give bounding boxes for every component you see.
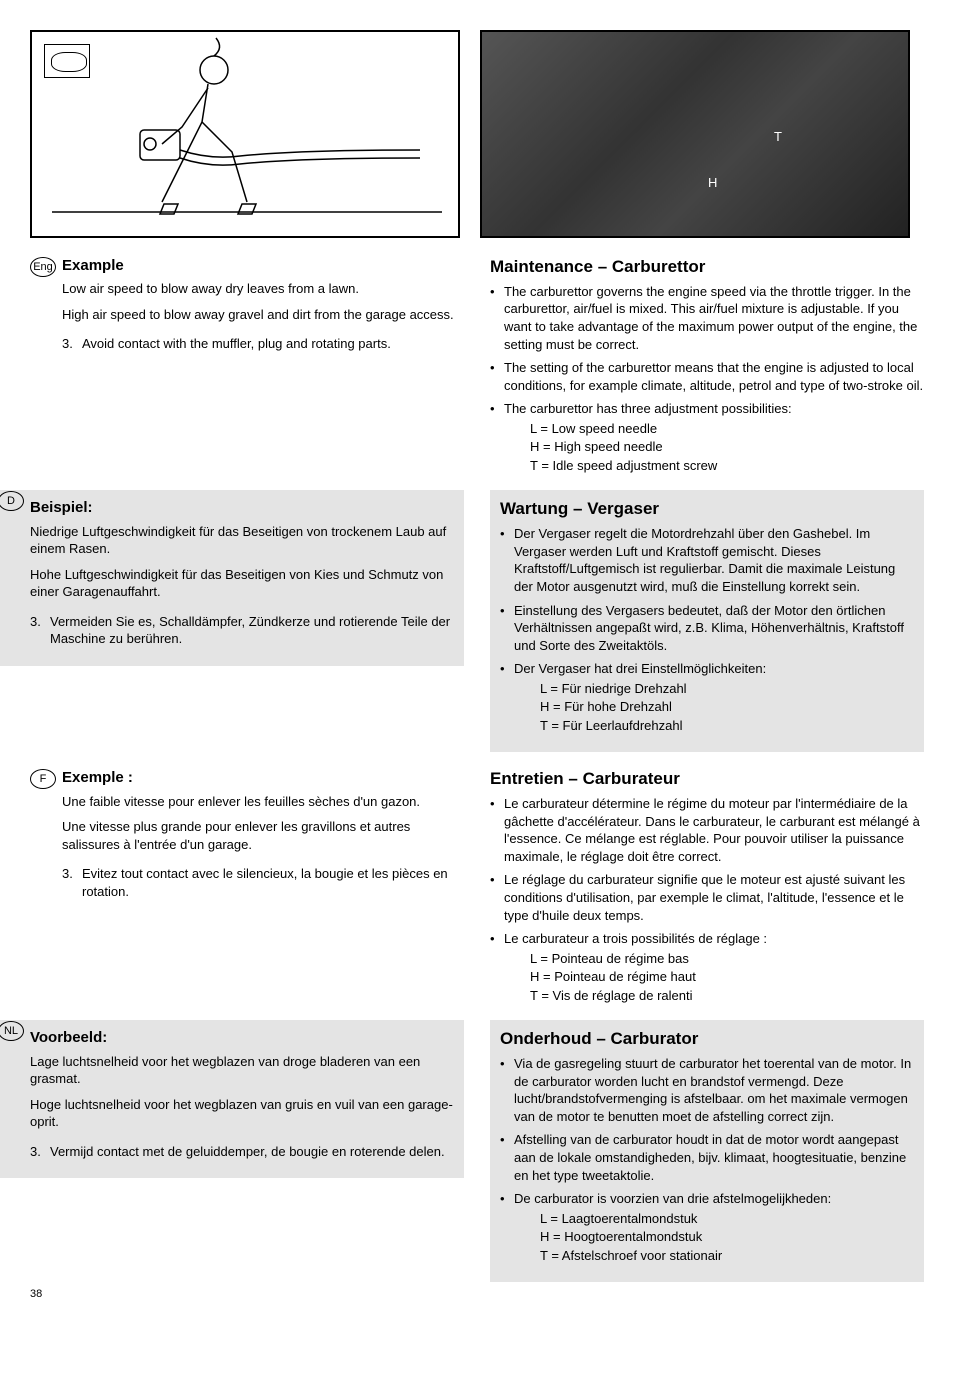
fr-r-s1: L = Pointeau de régime bas bbox=[530, 950, 924, 968]
row-eng: Eng Example Low air speed to blow away d… bbox=[30, 256, 924, 490]
photo-label-t: T bbox=[774, 128, 782, 146]
nl-heading: Voorbeeld: bbox=[30, 1028, 454, 1048]
fr-left-block: F Exemple : Une faible vitesse pour enle… bbox=[30, 768, 464, 900]
de-r-s2: H = Für hohe Drehzahl bbox=[540, 698, 914, 716]
lang-badge-nl: NL bbox=[0, 1021, 24, 1041]
nl-left-block: NL Voorbeeld: Lage luchtsnelheid voor he… bbox=[0, 1020, 464, 1178]
row-de: D Beispiel: Niedrige Luftgeschwindigkeit… bbox=[30, 490, 924, 768]
de-r-s1: L = Für niedrige Drehzahl bbox=[540, 680, 914, 698]
nl-r-b2: Afstelling van de carburator houdt in da… bbox=[500, 1131, 914, 1184]
de-r-b1: Der Vergaser regelt die Motordrehzahl üb… bbox=[500, 525, 914, 595]
eng-r-s3: T = Idle speed adjustment screw bbox=[530, 457, 924, 475]
fr-r-heading: Entretien – Carburateur bbox=[490, 768, 924, 791]
nl-li3: 3.Vermijd contact met de geluiddemper, d… bbox=[30, 1143, 454, 1161]
nl-right-block: Onderhoud – Carburator Via de gasregelin… bbox=[490, 1020, 924, 1282]
de-p2: Hohe Luftgeschwindigkeit für das Beseiti… bbox=[30, 566, 454, 601]
de-left-block: D Beispiel: Niedrige Luftgeschwindigkeit… bbox=[0, 490, 464, 666]
eng-r-heading: Maintenance – Carburettor bbox=[490, 256, 924, 279]
de-r-heading: Wartung – Vergaser bbox=[500, 498, 914, 521]
person-blower-svg bbox=[32, 32, 462, 240]
fr-r-b2: Le réglage du carburateur signifie que l… bbox=[490, 871, 924, 924]
lang-badge-de: D bbox=[0, 491, 24, 511]
de-right-block: Wartung – Vergaser Der Vergaser regelt d… bbox=[490, 490, 924, 752]
de-heading: Beispiel: bbox=[30, 498, 454, 518]
eng-p1: Low air speed to blow away dry leaves fr… bbox=[62, 280, 464, 298]
eng-r-b3: The carburettor has three adjustment pos… bbox=[490, 400, 924, 474]
fr-r-b1: Le carburateur détermine le régime du mo… bbox=[490, 795, 924, 865]
de-li3: 3.Vermeiden Sie es, Schalldämpfer, Zündk… bbox=[30, 613, 454, 648]
nl-p1: Lage luchtsnelheid voor het wegblazen va… bbox=[30, 1053, 454, 1088]
fr-p1: Une faible vitesse pour enlever les feui… bbox=[62, 793, 464, 811]
eng-r-b2: The setting of the carburettor means tha… bbox=[490, 359, 924, 394]
eng-r-b1: The carburettor governs the engine speed… bbox=[490, 283, 924, 353]
eng-p2: High air speed to blow away gravel and d… bbox=[62, 306, 464, 324]
eng-left-block: Eng Example Low air speed to blow away d… bbox=[30, 256, 464, 353]
page-number: 38 bbox=[30, 1287, 42, 1302]
eng-r-s1: L = Low speed needle bbox=[530, 420, 924, 438]
photo-label-h: H bbox=[708, 174, 717, 192]
fr-r-s2: H = Pointeau de régime haut bbox=[530, 968, 924, 986]
row-fr: F Exemple : Une faible vitesse pour enle… bbox=[30, 768, 924, 1020]
ear-protection-icon bbox=[44, 44, 90, 78]
carburettor-photo: T H bbox=[480, 30, 910, 238]
nl-r-b1: Via de gasregeling stuurt de carburator … bbox=[500, 1055, 914, 1125]
fr-li3: 3.Evitez tout contact avec le silencieux… bbox=[62, 865, 464, 900]
eng-r-s2: H = High speed needle bbox=[530, 438, 924, 456]
blower-sketch bbox=[32, 32, 458, 236]
lang-badge-fr: F bbox=[30, 769, 56, 789]
nl-p2: Hoge luchtsnelheid voor het wegblazen va… bbox=[30, 1096, 454, 1131]
fr-heading: Exemple : bbox=[62, 768, 464, 788]
eng-li3: 3.Avoid contact with the muffler, plug a… bbox=[62, 335, 464, 353]
illustration-box bbox=[30, 30, 460, 238]
nl-r-b3: De carburator is voorzien van drie afste… bbox=[500, 1190, 914, 1264]
fr-p2: Une vitesse plus grande pour enlever les… bbox=[62, 818, 464, 853]
fr-r-b3: Le carburateur a trois possibilités de r… bbox=[490, 930, 924, 1004]
fr-right-block: Entretien – Carburateur Le carburateur d… bbox=[490, 768, 924, 1004]
top-figure-row: T H bbox=[30, 30, 924, 238]
de-r-s3: T = Für Leerlaufdrehzahl bbox=[540, 717, 914, 735]
fr-r-s3: T = Vis de réglage de ralenti bbox=[530, 987, 924, 1005]
lang-badge-eng: Eng bbox=[30, 257, 56, 277]
nl-r-s1: L = Laagtoerentalmondstuk bbox=[540, 1210, 914, 1228]
nl-r-heading: Onderhoud – Carburator bbox=[500, 1028, 914, 1051]
nl-r-s2: H = Hoogtoerentalmondstuk bbox=[540, 1228, 914, 1246]
de-p1: Niedrige Luftgeschwindigkeit für das Bes… bbox=[30, 523, 454, 558]
row-nl: NL Voorbeeld: Lage luchtsnelheid voor he… bbox=[30, 1020, 924, 1298]
de-r-b3: Der Vergaser hat drei Einstellmöglichkei… bbox=[500, 660, 914, 734]
nl-r-s3: T = Afstelschroef voor stationair bbox=[540, 1247, 914, 1265]
eng-heading: Example bbox=[62, 256, 464, 276]
de-r-b2: Einstellung des Vergasers bedeutet, daß … bbox=[500, 602, 914, 655]
eng-right-block: Maintenance – Carburettor The carburetto… bbox=[490, 256, 924, 474]
